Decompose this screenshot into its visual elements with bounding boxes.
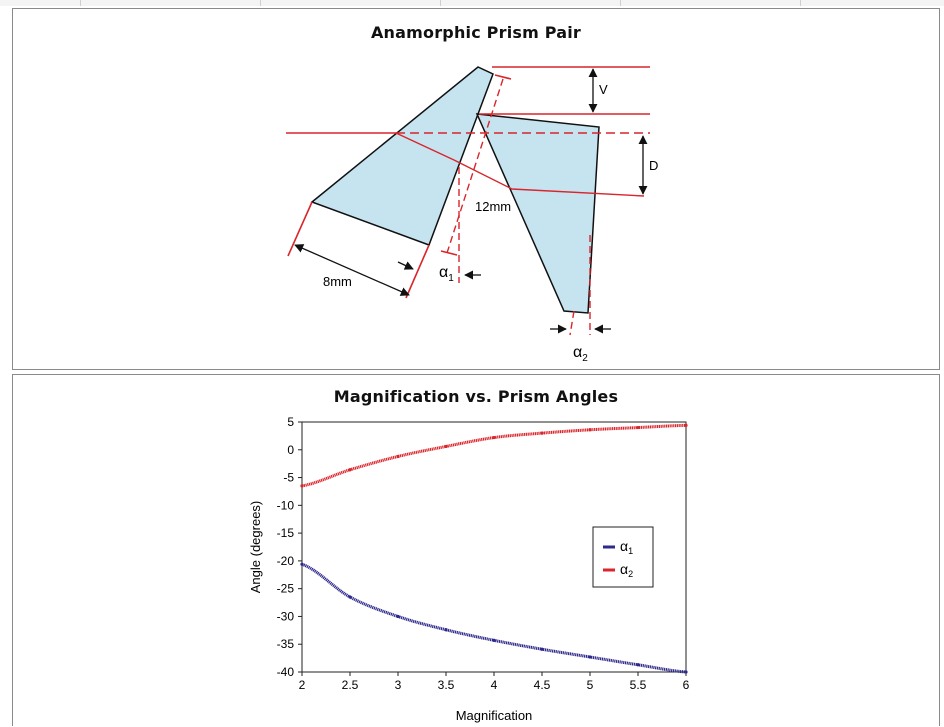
alpha1-label: α1 (439, 264, 454, 284)
data-point-alpha2 (300, 484, 304, 488)
y-axis-label: Angle (degrees) (248, 501, 263, 594)
y-tick-label: 5 (287, 415, 294, 429)
legend-label-alpha1: α1 (620, 538, 633, 556)
chart-title: Magnification vs. Prism Angles (333, 387, 619, 406)
data-point-alpha2 (540, 431, 544, 435)
y-tick-label: -40 (277, 665, 295, 679)
data-point-alpha2 (396, 454, 400, 459)
prism-diagram: V D 12mm 8mm α1 α2 (286, 66, 658, 364)
data-point-alpha1 (540, 647, 544, 651)
y-tick-label: -15 (277, 526, 295, 540)
data-point-alpha1 (492, 638, 496, 642)
data-point-alpha1 (300, 562, 304, 566)
data-point-alpha2 (636, 425, 640, 430)
d-label: D (649, 158, 658, 173)
series-alpha1 (300, 562, 688, 674)
v-label: V (599, 82, 608, 97)
data-point-alpha2 (348, 468, 352, 472)
x-axis-label: Magnification (456, 708, 533, 723)
y-tick-label: -30 (277, 609, 295, 623)
x-tick-label: 3.5 (438, 678, 455, 692)
y-tick-label: -20 (277, 554, 295, 568)
data-point-alpha1 (684, 670, 688, 674)
prism-angle-chart: 2 2.5 3 3.5 4 4.5 5 5.5 6 5 0 -5 -10 -15 -20 -25 -30 -35… (248, 415, 690, 723)
x-tick-label: 4.5 (534, 678, 551, 692)
legend: α1 α2 (592, 526, 654, 588)
x-tick-label: 2.5 (342, 678, 359, 692)
data-point-alpha1 (588, 655, 592, 659)
series-alpha2 (300, 423, 688, 488)
chart-panel: Magnification vs. Prism Angles 2 2.5 3 3.5 4… (12, 374, 940, 726)
prism-length-pointer (397, 261, 414, 270)
data-point-alpha1 (444, 628, 448, 632)
prism-2 (475, 113, 600, 314)
data-point-alpha2 (492, 435, 496, 440)
legend-label-alpha2: α2 (620, 561, 633, 579)
data-point-alpha1 (348, 595, 352, 599)
x-tick-label: 5.5 (630, 678, 647, 692)
x-tick-label: 6 (683, 678, 690, 692)
series-line-alpha2 (301, 423, 687, 488)
y-tick-label: 0 (287, 443, 294, 457)
diagram-title: Anamorphic Prism Pair (370, 23, 582, 42)
beam-lines (286, 66, 650, 197)
prism-length-arrow (294, 244, 410, 296)
data-point-alpha2 (588, 428, 592, 432)
data-point-alpha1 (396, 614, 400, 619)
y-tick-label: -5 (283, 471, 294, 485)
x-tick-label: 3 (395, 678, 402, 692)
dashed-normals (446, 78, 591, 336)
y-tick-label: -25 (277, 582, 295, 596)
x-tick-label: 5 (587, 678, 594, 692)
prism-1 (310, 66, 494, 246)
alpha2-label: α2 (573, 344, 588, 364)
x-tick-label: 2 (299, 678, 306, 692)
separation-label: 12mm (475, 199, 511, 214)
prism-diagram-panel: Anamorphic Prism Pair (12, 8, 940, 370)
data-point-alpha2 (444, 444, 448, 449)
x-tick-label: 4 (491, 678, 498, 692)
top-strip (0, 0, 944, 6)
y-tick-label: -10 (277, 498, 295, 512)
data-point-alpha1 (636, 663, 640, 667)
data-point-alpha2 (684, 423, 688, 427)
prism-length-label: 8mm (323, 274, 352, 289)
y-tick-label: -35 (277, 637, 295, 651)
